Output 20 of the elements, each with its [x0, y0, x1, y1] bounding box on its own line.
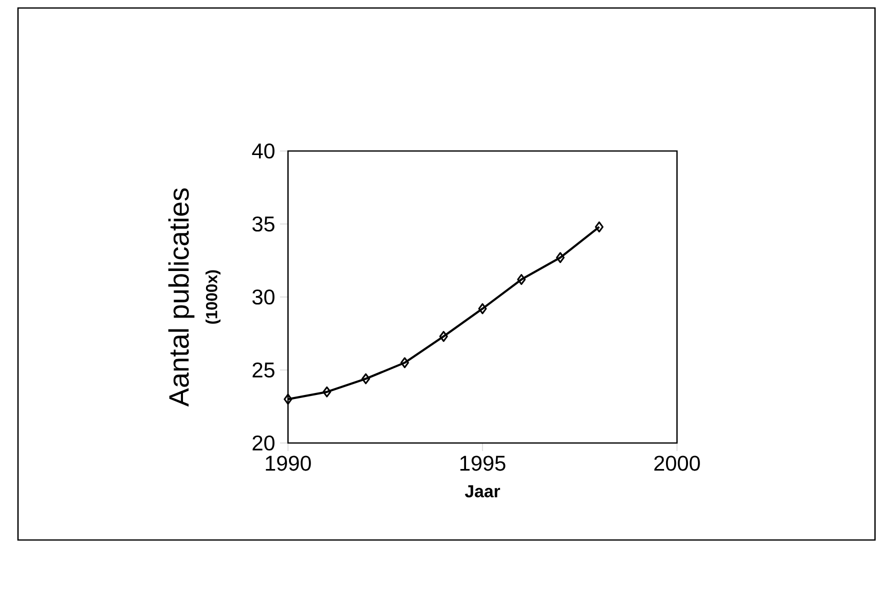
x-tick-label: 1995	[460, 456, 506, 471]
x-axis-title: Jaar	[464, 485, 500, 498]
x-tick-label: 1990	[266, 456, 311, 471]
point	[556, 252, 565, 264]
point	[400, 357, 409, 368]
point	[439, 330, 448, 342]
point	[362, 373, 370, 384]
y-tick-label: 40	[252, 143, 274, 159]
point	[284, 394, 292, 405]
point	[478, 303, 487, 314]
y-tick-label: 30	[252, 289, 274, 305]
y-axis-title: Aantal publicaties	[168, 188, 194, 407]
point	[322, 386, 332, 398]
text: (1000x)	[206, 270, 220, 324]
y-tick-label: 35	[252, 216, 274, 232]
point	[594, 221, 604, 232]
y-tick-label: 20	[252, 435, 274, 451]
point	[517, 274, 526, 285]
x-tick-label: 2000	[654, 456, 700, 471]
y-tick-label: 25	[252, 362, 274, 378]
